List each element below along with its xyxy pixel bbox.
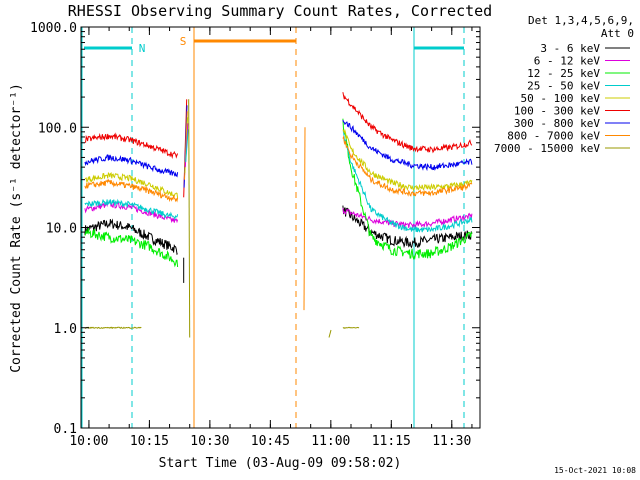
- legend-header-line-2: Att 0: [601, 27, 634, 40]
- series-line-7-seg1: [84, 178, 179, 203]
- series-line-5-seg2: [342, 92, 473, 154]
- flare-spike-5: [185, 129, 189, 163]
- series-line-6-seg1: [84, 154, 179, 178]
- saa-marker-label: S: [180, 35, 187, 48]
- y-tick-label-3: 100.0: [38, 121, 77, 136]
- y-axis: 0.1 1.0 10.0 100.0 1000.0: [30, 21, 480, 437]
- x-tick-label-4: 11:00: [311, 434, 350, 449]
- plot-frame: [80, 26, 481, 429]
- y-axis-label: Corrected Count Rate (s⁻¹ detector⁻¹): [9, 83, 24, 373]
- night-marker-label: N: [139, 42, 146, 55]
- x-tick-label-6: 11:30: [432, 434, 471, 449]
- series-line-1-seg2: [342, 207, 473, 230]
- y-tick-label-2: 10.0: [46, 222, 77, 237]
- series-line-3-seg1: [84, 198, 179, 221]
- x-axis-label: Start Time (03-Aug-09 09:58:02): [159, 456, 402, 471]
- x-tick-label-1: 10:15: [130, 434, 169, 449]
- y-tick-label-1: 1.0: [54, 322, 77, 337]
- flare-spike-high-energy: [188, 99, 191, 338]
- y-tick-label-4: 1000.0: [30, 21, 77, 36]
- instrument-markers: NS: [81, 27, 465, 428]
- series-line-0-seg2: [342, 205, 473, 249]
- series-line-3-seg2: [342, 131, 473, 233]
- x-tick-label-3: 10:45: [251, 434, 290, 449]
- legend-label-2: 12 - 25 keV: [527, 67, 600, 80]
- high-energy-tail: [328, 329, 332, 338]
- x-tick-label-0: 10:00: [69, 434, 108, 449]
- series-line-0-seg1: [84, 218, 178, 256]
- legend-label-3: 25 - 50 keV: [527, 80, 600, 93]
- legend-label-1: 6 - 12 keV: [534, 55, 601, 68]
- legend-label-0: 3 - 6 keV: [540, 42, 600, 55]
- series-line-5-seg1: [84, 132, 179, 159]
- series-line-4-seg2: [342, 128, 473, 192]
- legend-label-5: 100 - 300 keV: [514, 105, 600, 118]
- series-line-2-seg1: [84, 227, 179, 268]
- legend-label-7: 800 - 7000 keV: [507, 130, 600, 143]
- series-line-2-seg2: [342, 118, 473, 261]
- series-line-8-seg2: [342, 326, 360, 329]
- series-line-7-seg2: [342, 135, 473, 197]
- x-tick-label-2: 10:30: [190, 434, 229, 449]
- series-line-1-seg1: [84, 201, 179, 224]
- recovery-jump: [303, 127, 306, 311]
- legend-label-4: 50 - 100 keV: [521, 92, 601, 105]
- series-line-4-seg1: [84, 171, 179, 199]
- legend-label-8: 7000 - 15000 keV: [494, 142, 600, 155]
- y-tick-label-0: 0.1: [54, 422, 77, 437]
- legend-header-line-1: Det 1,3,4,5,6,9,: [528, 14, 634, 27]
- generation-timestamp: 15-Oct-2021 10:08: [554, 466, 636, 475]
- chart-title: RHESSI Observing Summary Count Rates, Co…: [68, 2, 492, 20]
- series-line-8-seg1: [84, 326, 142, 329]
- series-group: [84, 92, 473, 338]
- x-tick-label-5: 11:15: [372, 434, 411, 449]
- series-line-6-seg2: [342, 119, 473, 172]
- x-axis: 10:00 10:15 10:30 10:45 11:00 11:15 11:30: [69, 27, 473, 449]
- legend-label-6: 300 - 800 keV: [514, 117, 600, 130]
